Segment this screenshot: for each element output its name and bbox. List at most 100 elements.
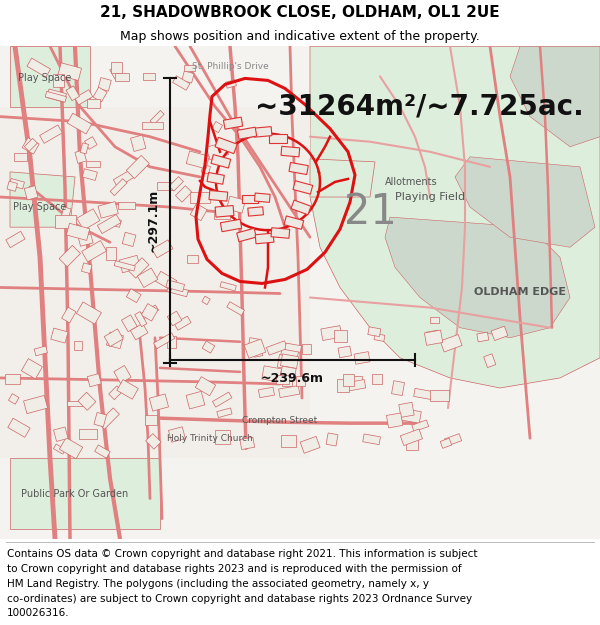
Bar [484,354,496,367]
Text: Crompton Street: Crompton Street [242,416,317,424]
Bar [401,409,421,423]
Bar [141,304,158,321]
Text: Allotments: Allotments [385,177,437,187]
Bar [157,182,174,190]
Bar [127,289,141,302]
Bar [55,215,76,228]
Bar [412,420,429,432]
Bar [82,241,107,262]
Bar [78,392,96,411]
Bar [337,379,349,392]
Bar [386,413,403,428]
Bar [130,324,148,340]
Bar [126,156,149,179]
Bar [117,379,139,399]
Bar [406,436,418,450]
Bar [166,280,185,292]
Bar [214,209,230,219]
Bar [98,408,119,429]
Bar [104,329,123,347]
Polygon shape [310,159,375,197]
Bar [53,74,64,87]
Text: Playing Field: Playing Field [395,192,465,202]
Bar [255,233,274,244]
Bar [440,334,462,352]
Text: Map shows position and indicative extent of the property.: Map shows position and indicative extent… [120,29,480,42]
Bar [145,415,157,425]
Polygon shape [10,458,160,529]
Bar [51,328,68,343]
Bar [134,312,147,327]
Bar [212,392,232,407]
Bar [169,427,185,442]
Bar [93,88,107,102]
Bar [334,331,347,342]
Bar [76,302,101,324]
Bar [413,388,433,399]
Text: Contains OS data © Crown copyright and database right 2021. This information is : Contains OS data © Crown copyright and d… [7,549,478,559]
Bar [53,427,68,441]
Bar [111,62,122,73]
Bar [253,127,272,138]
Bar [293,181,313,194]
Bar [190,192,209,203]
Bar [253,349,263,357]
Bar [302,344,311,354]
Text: HM Land Registry. The polygons (including the associated geometry, namely x, y: HM Land Registry. The polygons (includin… [7,579,429,589]
Bar [444,434,461,446]
Bar [440,438,452,448]
Bar [338,346,352,358]
Bar [300,436,320,453]
Bar [291,200,311,215]
Bar [220,282,236,291]
Bar [85,137,97,149]
Bar [262,366,281,382]
Bar [27,58,50,77]
Bar [173,76,190,90]
Bar [75,150,86,163]
Bar [400,429,422,446]
Bar [184,64,195,71]
Bar [94,412,107,427]
Bar [119,256,140,272]
Polygon shape [385,217,570,338]
Bar [146,434,161,449]
Bar [215,430,230,444]
Bar [276,375,289,384]
Bar [79,429,97,439]
Bar [25,186,38,200]
Bar [98,78,111,91]
Bar [59,438,83,459]
Text: 21: 21 [344,191,397,233]
Bar [82,263,92,274]
Bar [254,193,270,202]
Bar [220,219,242,232]
Bar [280,366,296,381]
Text: Play Space: Play Space [13,202,67,212]
Bar [227,302,244,316]
Bar [215,206,234,217]
Bar [59,246,80,267]
Bar [113,170,134,187]
Bar [114,261,135,271]
Polygon shape [510,46,600,147]
Bar [368,327,381,337]
Bar [211,154,231,168]
Bar [363,434,380,444]
Bar [280,345,299,361]
Bar [66,86,80,101]
Bar [40,125,62,143]
Bar [137,268,158,288]
Bar [186,391,205,409]
Bar [227,196,245,213]
Bar [284,216,304,229]
Bar [82,169,97,181]
Bar [74,90,93,105]
Bar [266,341,287,355]
Bar [182,71,194,83]
Polygon shape [10,46,90,106]
Text: 21, SHADOWBROOK CLOSE, OLDHAM, OL1 2UE: 21, SHADOWBROOK CLOSE, OLDHAM, OL1 2UE [100,6,500,21]
Bar [296,376,305,386]
Bar [212,121,223,132]
Bar [248,338,259,348]
